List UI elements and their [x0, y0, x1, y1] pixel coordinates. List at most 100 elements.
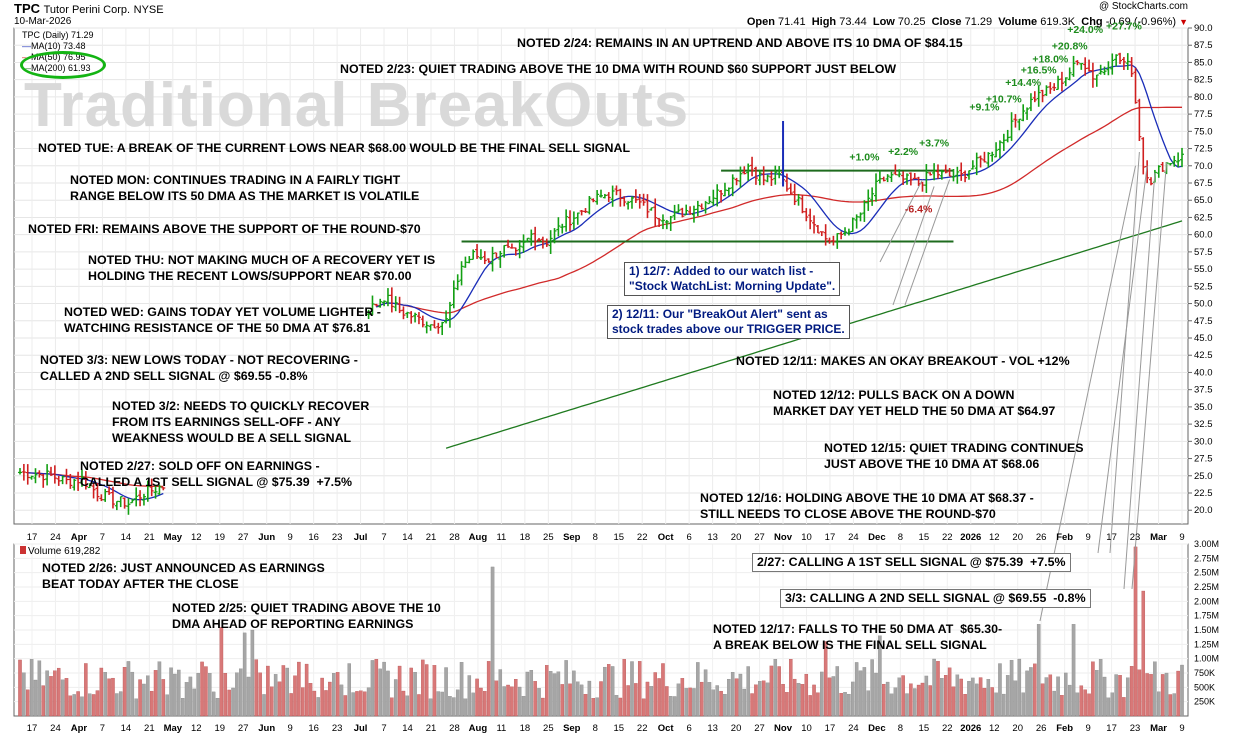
- volume-bar: [885, 681, 890, 717]
- date-label: Sep: [563, 723, 581, 734]
- volume-bar: [823, 641, 828, 717]
- legend-symbol: TPC (Daily) 71.29: [22, 30, 94, 40]
- volume-bar: [359, 690, 363, 717]
- volume-bar: [428, 698, 433, 717]
- volume-legend-swatch: [20, 546, 26, 554]
- volume-bar: [324, 690, 328, 717]
- volume-bar: [680, 678, 685, 717]
- volume-bar: [1017, 658, 1022, 717]
- note-12-17: NOTED 12/17: FALLS TO THE 50 DMA AT $65.…: [713, 622, 1003, 652]
- volume-bar: [169, 667, 173, 717]
- volume-bar: [858, 670, 863, 717]
- volume-tick-label: 750K: [1194, 668, 1215, 678]
- price-tick-label: 22.5: [1194, 488, 1213, 499]
- date-label: Feb: [1056, 723, 1073, 734]
- volume-bar: [25, 689, 30, 717]
- volume-bar: [103, 672, 107, 717]
- price-tick-label: 37.5: [1194, 385, 1213, 396]
- gain-label: +2.2%: [888, 146, 919, 158]
- date-label: 22: [942, 723, 953, 734]
- volume-bar: [22, 672, 26, 717]
- volume-bar: [1129, 666, 1134, 717]
- volume-bar: [111, 677, 115, 717]
- volume-bar: [672, 696, 677, 717]
- gain-label: +9.1%: [969, 102, 1000, 114]
- volume-bar: [1176, 670, 1180, 717]
- volume-bar: [130, 671, 135, 717]
- credit[interactable]: @ StockCharts.com: [1098, 1, 1188, 12]
- volume-bar: [343, 695, 348, 717]
- volume-bar: [634, 683, 638, 717]
- volume-bar: [483, 691, 487, 717]
- date-label: Oct: [658, 723, 675, 734]
- date-label: 15: [919, 532, 930, 543]
- volume-bar: [703, 669, 708, 717]
- volume-bar: [820, 671, 824, 717]
- date-label: 14: [402, 723, 413, 734]
- volume-tick-label: 500K: [1194, 682, 1215, 692]
- high-value: 73.44: [839, 16, 867, 28]
- date-label: 9: [288, 532, 293, 543]
- price-tick-label: 50.0: [1194, 299, 1213, 310]
- volume-bar: [707, 682, 712, 717]
- volume-bar: [331, 673, 336, 717]
- price-tick-label: 87.5: [1194, 40, 1213, 51]
- volume-bar: [630, 661, 634, 717]
- volume-bar: [963, 694, 967, 717]
- volume-bar: [1021, 692, 1025, 717]
- volume-bar: [347, 663, 351, 717]
- volume-bar: [1025, 670, 1029, 717]
- date-label: 2026: [960, 723, 981, 734]
- volume-bar: [219, 626, 224, 717]
- note-12-16: NOTED 12/16: HOLDING ABOVE THE 10 DMA AT…: [700, 491, 1034, 521]
- volume-bar: [273, 674, 278, 717]
- volume-bar: [33, 679, 38, 717]
- volume-bar: [87, 693, 92, 717]
- volume-bar: [479, 687, 483, 717]
- volume-bar: [765, 682, 770, 717]
- date-label: 20: [1012, 723, 1023, 734]
- date-label: 8: [593, 532, 598, 543]
- volume-tick-label: 1.25M: [1194, 639, 1219, 649]
- close-value: 71.29: [964, 16, 993, 28]
- volume-bar: [1002, 693, 1006, 717]
- volume-bar: [556, 671, 561, 717]
- volume-bar: [200, 661, 204, 717]
- date-label: 8: [898, 532, 903, 543]
- volume-bar: [936, 661, 940, 717]
- volume-bar: [947, 667, 952, 717]
- date-label: 23: [332, 723, 343, 734]
- volume-bar: [932, 658, 936, 717]
- date-label: 11: [496, 723, 506, 734]
- date-label: Nov: [774, 723, 793, 734]
- date-label: 14: [121, 532, 132, 543]
- date-label: 7: [100, 723, 105, 734]
- volume-bar: [657, 678, 661, 717]
- price-tick-label: 70.0: [1194, 161, 1213, 172]
- volume-bar: [548, 671, 553, 717]
- volume-bar: [29, 659, 34, 717]
- volume-bar: [1098, 659, 1103, 717]
- volume-bar: [250, 629, 255, 717]
- volume-bar: [730, 672, 735, 717]
- date-label: 6: [686, 723, 691, 734]
- volume-bar: [587, 680, 592, 717]
- date-label: 18: [520, 532, 531, 543]
- volume-bar: [626, 685, 630, 717]
- date-label: 12: [191, 532, 202, 543]
- price-tick-label: 85.0: [1194, 57, 1213, 68]
- volume-bar: [1126, 677, 1130, 717]
- volume-bar: [742, 688, 747, 717]
- volume-bar: [854, 662, 859, 717]
- date-label: 22: [637, 532, 648, 543]
- volume-bar: [401, 690, 406, 717]
- date-label: 17: [27, 723, 38, 734]
- volume-bar: [812, 684, 816, 717]
- volume-bar: [53, 670, 57, 717]
- note-wed: NOTED WED: GAINS TODAY YET VOLUME LIGHTE…: [64, 305, 381, 335]
- volume-bar: [289, 693, 293, 717]
- date-label: 16: [308, 532, 319, 543]
- date-label: 19: [214, 532, 225, 543]
- volume-bar: [773, 659, 778, 717]
- gain-label: +14.4%: [1005, 77, 1042, 89]
